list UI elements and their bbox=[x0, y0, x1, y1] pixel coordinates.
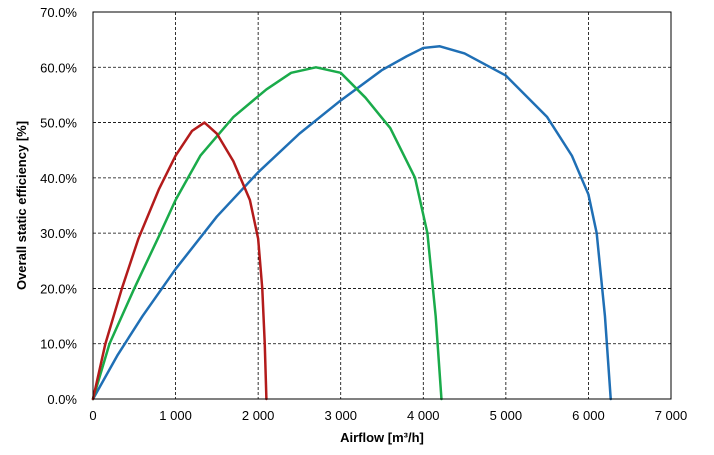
y-tick-label: 30.0% bbox=[40, 226, 77, 241]
y-tick-label: 50.0% bbox=[40, 116, 77, 131]
x-tick-label: 1 000 bbox=[159, 408, 192, 423]
y-tick-label: 10.0% bbox=[40, 337, 77, 352]
plot-frame bbox=[92, 11, 672, 400]
series-line-3 bbox=[91, 121, 268, 401]
x-tick-label: 7 000 bbox=[655, 408, 688, 423]
x-tick-label: 5 000 bbox=[490, 408, 523, 423]
x-tick-label: 3 000 bbox=[324, 408, 357, 423]
x-tick-label: 4 000 bbox=[407, 408, 440, 423]
y-tick-label: 40.0% bbox=[40, 171, 77, 186]
x-tick-label: 0 bbox=[89, 408, 96, 423]
x-tick-label: 2 000 bbox=[242, 408, 275, 423]
y-axis-ticks: 0.0% 10.0% 20.0% 30.0% 40.0% 50.0% 60.0% 70.0% bbox=[40, 5, 77, 407]
series-group bbox=[91, 45, 612, 401]
series-line-2 bbox=[91, 66, 443, 401]
x-axis-title: Airflow [m³/h] bbox=[340, 430, 424, 445]
x-axis-ticks: 0 1 000 2 000 3 000 4 000 5 000 6 000 7 000 bbox=[89, 408, 687, 423]
series-line-1 bbox=[91, 45, 612, 401]
y-tick-label: 0.0% bbox=[47, 392, 77, 407]
x-tick-label: 6 000 bbox=[572, 408, 605, 423]
y-tick-label: 70.0% bbox=[40, 5, 77, 20]
y-tick-label: 20.0% bbox=[40, 281, 77, 296]
y-tick-label: 60.0% bbox=[40, 60, 77, 75]
y-axis-title: Overall static efficiency [%] bbox=[14, 121, 29, 290]
